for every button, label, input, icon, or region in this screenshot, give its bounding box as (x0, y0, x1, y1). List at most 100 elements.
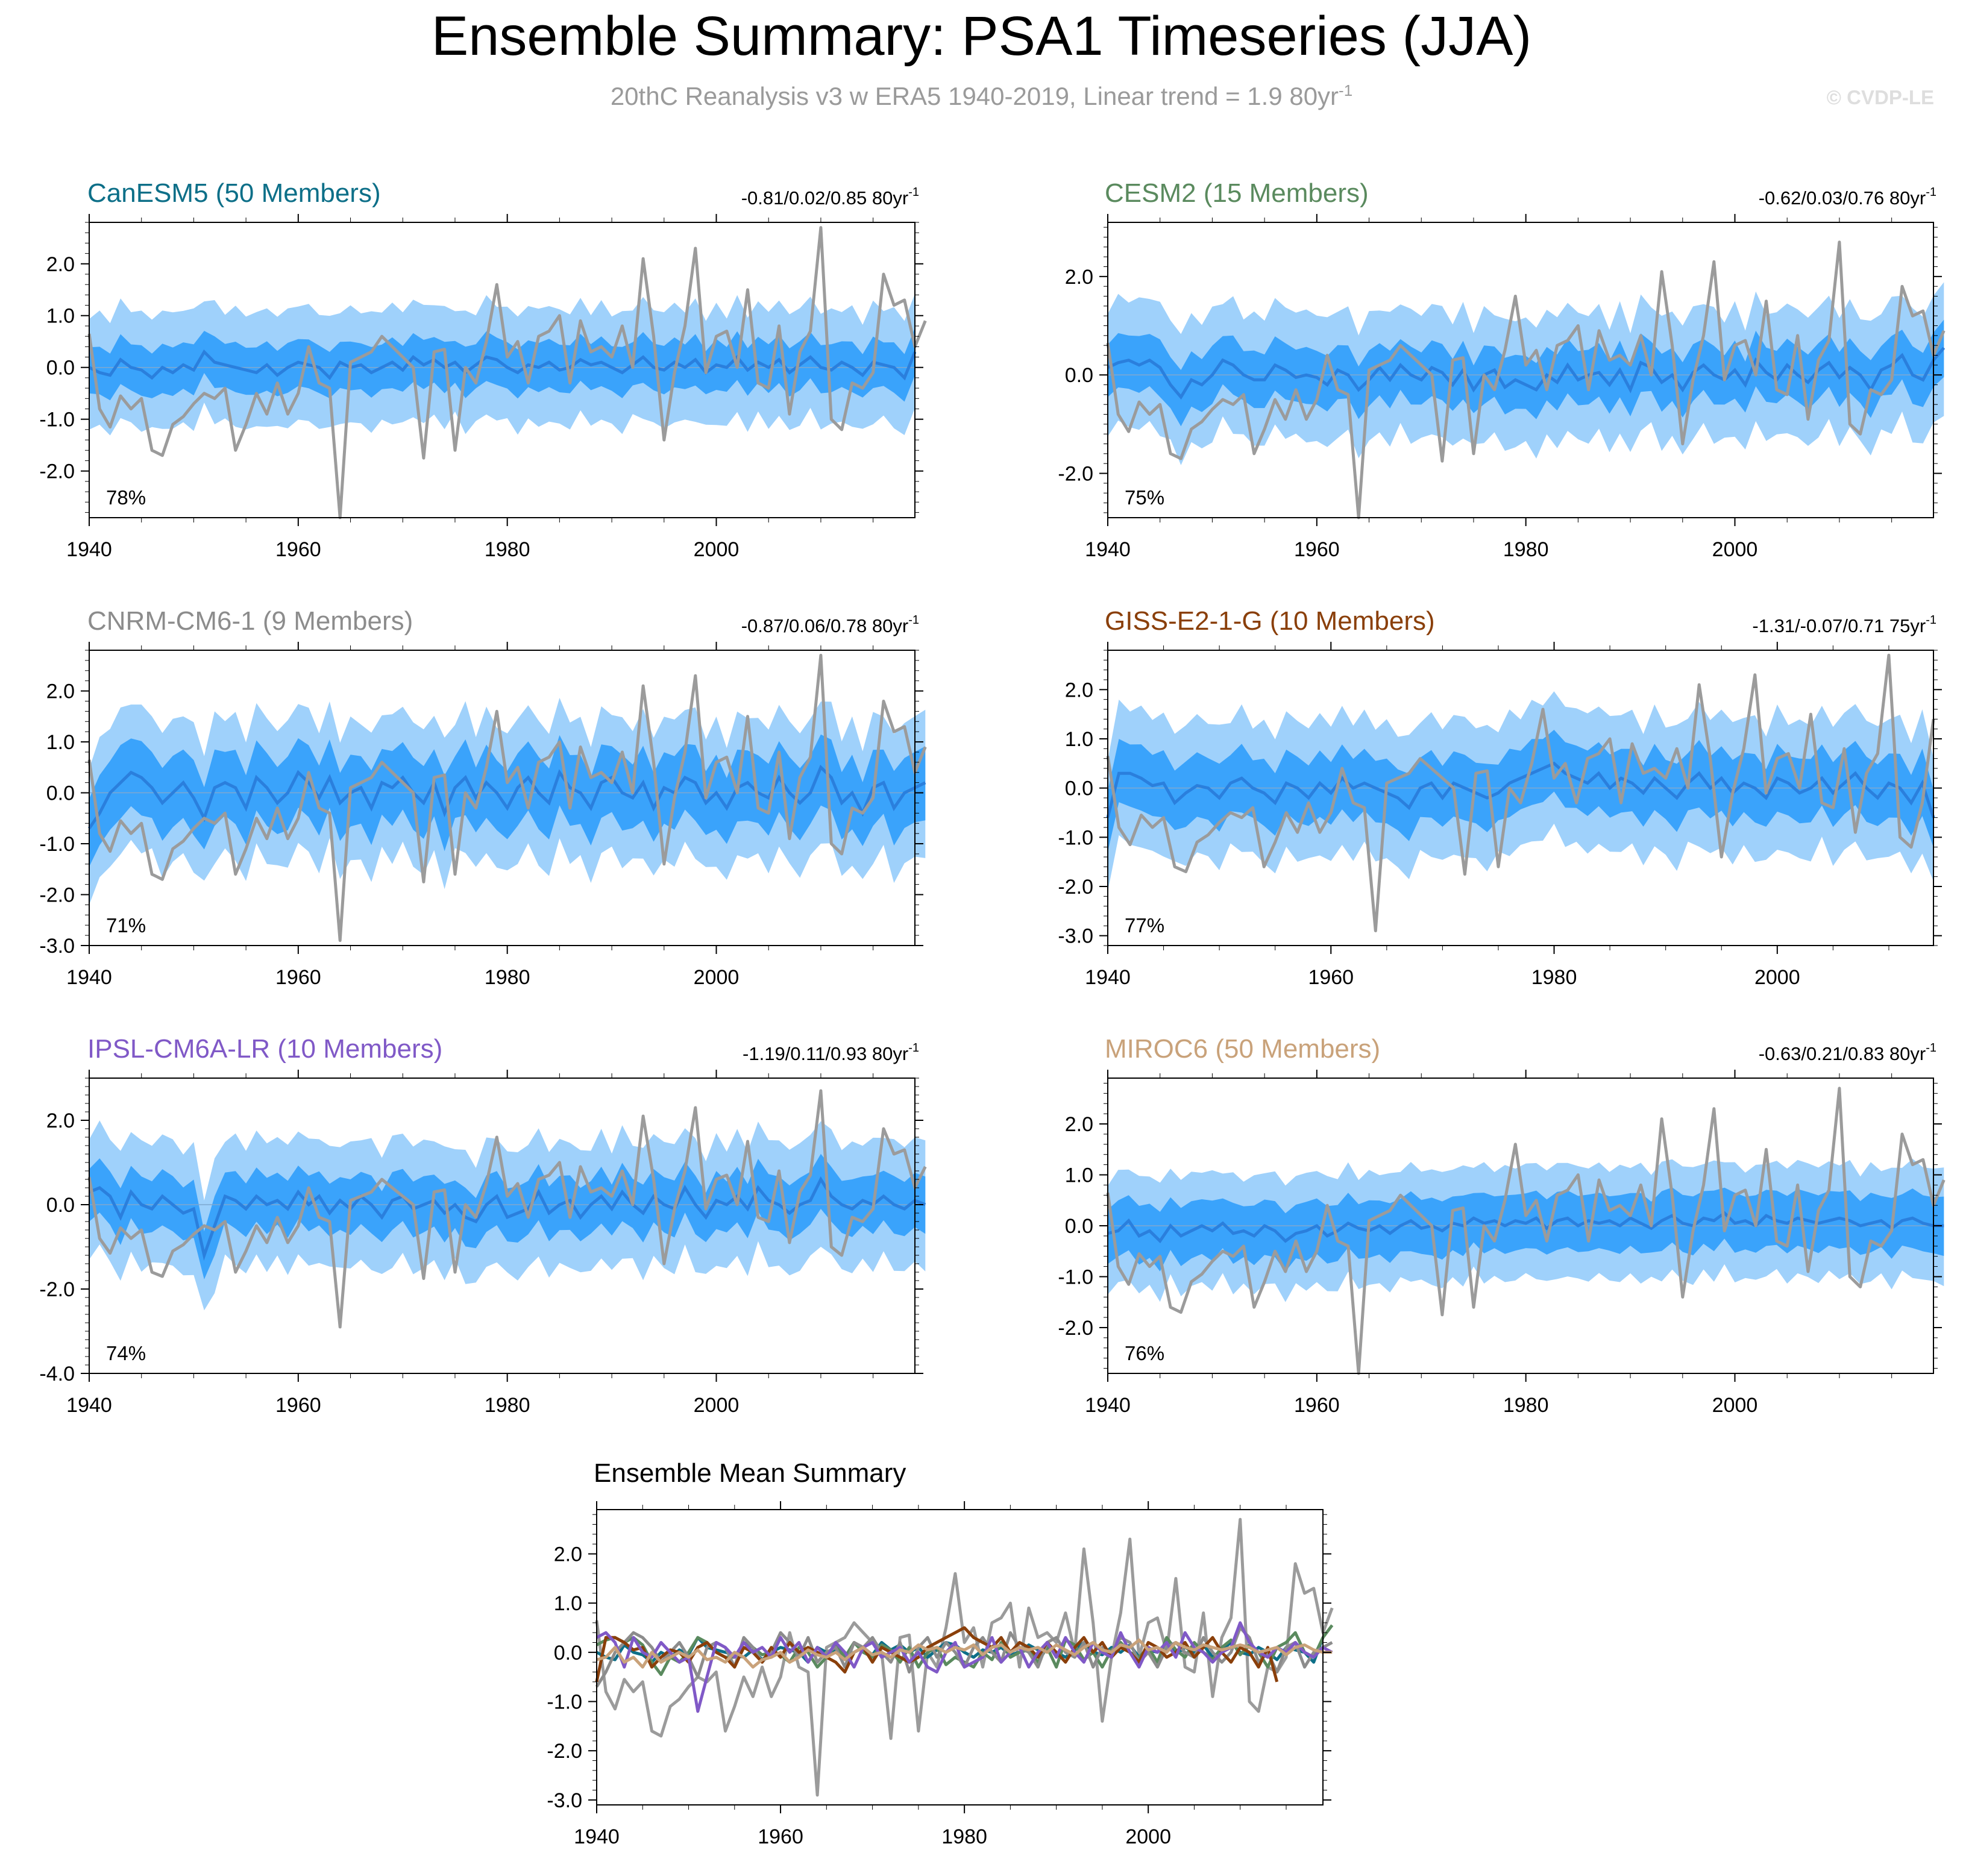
y-tick-label: 2.0 (46, 680, 75, 703)
observed-line (1106, 653, 1935, 932)
y-tick-label: 0.0 (46, 1194, 75, 1217)
x-tick-label: 1960 (275, 538, 321, 561)
panel-stats: -0.62/0.03/0.76 80yr-1 (1759, 186, 1936, 209)
x-tick-label: 1980 (485, 538, 530, 561)
panel-stats-exponent: -1 (908, 613, 919, 627)
plot-frame (89, 222, 916, 518)
ensemble-mean-line (1107, 1211, 1944, 1244)
x-tick-label: 2000 (694, 1394, 740, 1417)
x-tick-label: 1940 (574, 1825, 620, 1848)
y-tick-label: 1.0 (1065, 1164, 1093, 1187)
y-tick-label: -3.0 (39, 935, 75, 958)
percent-label: 77% (1125, 914, 1164, 936)
x-tick-label: 1960 (1294, 1394, 1340, 1417)
x-tick-label: 2000 (694, 538, 740, 561)
x-tick-label: 1980 (485, 966, 530, 989)
y-tick-label: 1.0 (46, 305, 75, 328)
percent-label: 74% (106, 1342, 146, 1364)
y-tick-label: 0.0 (46, 357, 75, 380)
panel-title: CESM2 (15 Members) (1105, 178, 1369, 208)
x-tick-label: 2000 (694, 966, 740, 989)
panel-stats-value: -1.31/-0.07/0.71 75yr (1752, 615, 1926, 636)
panel-stats-value: -0.62/0.03/0.76 80yr (1759, 187, 1926, 209)
panel-cesm2: CESM2 (15 Members) -0.62/0.03/0.76 80yr-1… (1058, 178, 1946, 561)
y-tick-label: 1.0 (554, 1592, 582, 1615)
y-tick-label: -2.0 (547, 1740, 582, 1763)
y-tick-label: 0.0 (1065, 1215, 1093, 1238)
observed-line (87, 226, 927, 519)
y-tick-label: -2.0 (39, 460, 75, 483)
panel-title: Ensemble Mean Summary (594, 1458, 906, 1488)
y-tick-label: -1.0 (547, 1691, 582, 1714)
series-line-miroc6 (596, 1638, 1333, 1669)
y-tick-label: -2.0 (1058, 1317, 1093, 1340)
panel-canesm5: CanESM5 (50 Members) -0.81/0.02/0.85 80yr… (39, 178, 927, 561)
x-tick-label: 1980 (1503, 1394, 1549, 1417)
y-tick-label: 2.0 (1065, 1113, 1093, 1136)
y-tick-label: 2.0 (46, 253, 75, 276)
y-tick-label: -1.0 (1058, 826, 1093, 849)
x-tick-label: 1980 (1531, 966, 1577, 989)
plot-frame (89, 650, 916, 946)
panel-title: MIROC6 (50 Members) (1105, 1034, 1380, 1064)
y-tick-label: -1.0 (1058, 1266, 1093, 1288)
y-tick-label: 0.0 (1065, 777, 1093, 800)
x-tick-label: 1960 (275, 1394, 321, 1417)
page-title: Ensemble Summary: PSA1 Timeseries (JJA) (431, 5, 1532, 67)
x-tick-label: 1960 (758, 1825, 803, 1848)
x-tick-label: 1940 (1085, 1394, 1131, 1417)
inner-spread-band (1108, 730, 1933, 852)
y-tick-label: 0.0 (554, 1642, 582, 1664)
panel-stats-exponent: -1 (1926, 186, 1936, 199)
y-tick-label: -2.0 (1058, 876, 1093, 899)
panel-stats-exponent: -1 (1926, 1041, 1936, 1055)
panel-stats-exponent: -1 (908, 186, 919, 199)
ensemble-mean-line (1106, 761, 1935, 818)
y-tick-label: 0.0 (1065, 364, 1093, 387)
panel-giss: GISS-E2-1-G (10 Members) -1.31/-0.07/0.71… (1058, 606, 1942, 989)
y-tick-label: 1.0 (46, 731, 75, 754)
ensemble-mean-line (87, 764, 926, 830)
panel-cnrm: CNRM-CM6-1 (9 Members) -0.87/0.06/0.78 80… (39, 606, 927, 989)
panel-title: IPSL-CM6A-LR (10 Members) (87, 1034, 442, 1064)
y-tick-label: -2.0 (39, 1278, 75, 1301)
x-tick-label: 2000 (1754, 966, 1800, 989)
series-line-giss-e2-1-g (595, 1626, 1279, 1683)
panel-title: GISS-E2-1-G (10 Members) (1105, 606, 1435, 636)
panel-stats: -1.19/0.11/0.93 80yr-1 (743, 1041, 919, 1064)
plot-frame (596, 1509, 1324, 1805)
x-tick-label: 1960 (275, 966, 321, 989)
x-tick-label: 1960 (1308, 966, 1354, 989)
y-tick-label: 0.0 (46, 782, 75, 805)
series-line-observed (595, 1517, 1334, 1797)
percent-label: 76% (1125, 1342, 1164, 1364)
series-line-ipsl-cm6a-lr (595, 1621, 1333, 1713)
x-tick-label: 1940 (66, 966, 112, 989)
x-tick-label: 1940 (66, 1394, 112, 1417)
y-tick-label: -3.0 (1058, 925, 1093, 948)
copyright-label: © CVDP-LE (1826, 86, 1934, 108)
x-tick-label: 2000 (1712, 1394, 1758, 1417)
y-tick-label: -2.0 (1058, 463, 1093, 486)
x-tick-label: 1980 (941, 1825, 987, 1848)
plot-frame (1107, 222, 1934, 518)
y-tick-label: 2.0 (46, 1109, 75, 1132)
x-tick-label: 1980 (1503, 538, 1549, 561)
panel-title: CNRM-CM6-1 (9 Members) (87, 606, 413, 636)
x-tick-label: 1960 (1294, 538, 1340, 561)
panel-title: CanESM5 (50 Members) (87, 178, 381, 208)
subtitle-text: 20thC Reanalysis v3 w ERA5 1940-2019, Li… (610, 82, 1339, 110)
panel-stats-value: -1.19/0.11/0.93 80yr (743, 1043, 908, 1064)
panel-stats: -0.63/0.21/0.83 80yr-1 (1759, 1041, 1936, 1064)
panel-stats-exponent: -1 (908, 1041, 919, 1055)
observed-line (87, 653, 927, 943)
y-tick-label: -1.0 (39, 409, 75, 431)
panel-stats-value: -0.81/0.02/0.85 80yr (741, 187, 908, 209)
observed-line (1106, 240, 1946, 519)
percent-label: 75% (1125, 486, 1164, 509)
percent-label: 78% (106, 486, 146, 509)
y-tick-label: 2.0 (1065, 266, 1093, 289)
panel-stats-value: -0.63/0.21/0.83 80yr (1759, 1043, 1926, 1064)
y-tick-label: 2.0 (1065, 679, 1093, 701)
panel-stats-value: -0.87/0.06/0.78 80yr (741, 615, 908, 636)
